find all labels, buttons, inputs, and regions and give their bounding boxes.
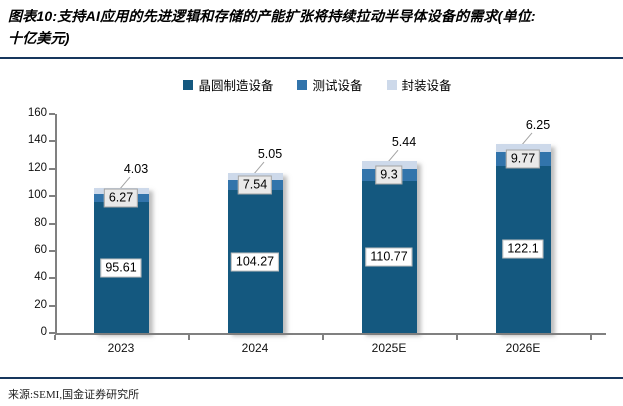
y-axis-tick-label: 120 <box>27 161 47 174</box>
figure-title-line2: 十亿美元) <box>8 30 70 46</box>
y-axis-tick-label: 20 <box>34 298 47 311</box>
y-axis-tick <box>49 304 55 307</box>
value-label-packaging-equipment: 6.25 <box>525 117 551 132</box>
x-axis-tick <box>456 335 458 340</box>
value-label-packaging-equipment: 5.05 <box>257 147 283 162</box>
figure-title-line1: 图表10:支持AI应用的先进逻辑和存储的产能扩张将持续拉动半导体设备的需求(单位… <box>8 8 536 24</box>
y-axis-line <box>55 114 57 335</box>
value-label-test-equipment: 6.27 <box>103 188 139 208</box>
bar-segment-packaging-equipment <box>361 161 417 169</box>
y-axis-tick-label: 60 <box>34 243 47 256</box>
value-label-packaging-equipment: 4.03 <box>123 162 149 177</box>
x-axis-tick <box>54 335 56 340</box>
y-axis-tick-label: 160 <box>27 107 47 119</box>
x-axis-line <box>55 333 606 335</box>
x-axis-tick <box>322 335 324 340</box>
y-axis-tick <box>49 113 55 115</box>
y-axis-tick-label: 140 <box>27 134 47 147</box>
y-axis-tick <box>49 332 55 334</box>
chart-legend: 晶圆制造设备 测试设备 封装设备 <box>6 75 623 94</box>
footer-divider <box>0 377 623 379</box>
source-note: 来源:SEMI,国金证券研究所 <box>8 389 140 401</box>
legend-swatch-icon <box>386 79 397 90</box>
value-label-test-equipment: 9.77 <box>505 149 541 169</box>
y-axis-tick <box>49 140 55 143</box>
y-axis-tick-label: 100 <box>27 189 47 202</box>
y-axis-tick <box>49 277 55 280</box>
legend-label: 晶圆制造设备 <box>198 79 274 93</box>
legend-item-wafer-fab-equipment: 晶圆制造设备 <box>183 75 273 94</box>
y-axis-tick <box>49 222 55 225</box>
value-label-wafer-fab-equipment: 122.1 <box>502 239 544 259</box>
value-label-packaging-equipment: 5.44 <box>391 135 417 150</box>
legend-label: 测试设备 <box>312 79 363 93</box>
legend-swatch-icon <box>297 79 308 90</box>
category-label-2025E: 2025E <box>371 341 407 355</box>
value-label-test-equipment: 9.3 <box>375 165 403 185</box>
value-label-test-equipment: 7.54 <box>237 175 273 195</box>
bar-segment-packaging-equipment <box>495 143 551 153</box>
legend-item-packaging-equipment: 封装设备 <box>386 75 452 94</box>
category-label-2023: 2023 <box>107 341 135 355</box>
title-divider <box>0 57 623 59</box>
y-axis-tick <box>49 167 55 170</box>
x-axis-tick <box>188 335 190 340</box>
value-label-wafer-fab-equipment: 110.77 <box>365 247 413 267</box>
x-axis-tick <box>590 335 592 340</box>
value-label-wafer-fab-equipment: 95.61 <box>100 258 142 278</box>
y-axis-tick <box>49 195 55 198</box>
value-label-wafer-fab-equipment: 104.27 <box>230 252 280 272</box>
category-label-2026E: 2026E <box>505 341 541 355</box>
legend-swatch-icon <box>183 79 194 90</box>
y-axis-tick-label: 0 <box>40 326 47 338</box>
y-axis-tick <box>49 249 55 252</box>
figure-title: 图表10:支持AI应用的先进逻辑和存储的产能扩张将持续拉动半导体设备的需求(单位… <box>8 5 618 49</box>
y-axis-tick-label: 40 <box>34 271 47 284</box>
legend-label: 封装设备 <box>401 79 452 93</box>
category-label-2024: 2024 <box>241 341 269 355</box>
y-axis-tick-label: 80 <box>34 216 47 229</box>
legend-item-test-equipment: 测试设备 <box>297 75 363 94</box>
bar-2026E <box>495 143 551 333</box>
